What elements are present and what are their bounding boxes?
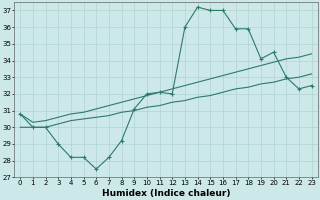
X-axis label: Humidex (Indice chaleur): Humidex (Indice chaleur) xyxy=(102,189,230,198)
